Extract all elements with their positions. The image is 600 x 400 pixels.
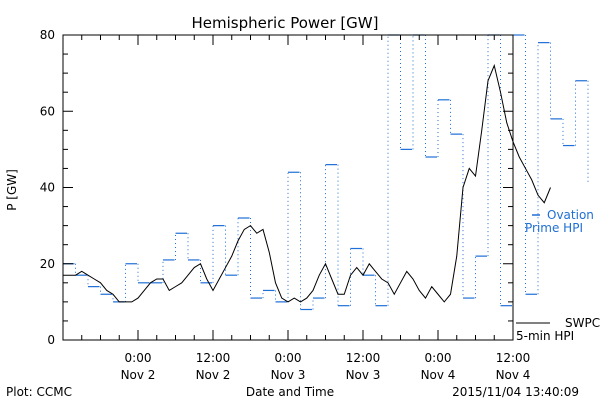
x-tick-time-label: 0:00: [425, 351, 452, 365]
y-tick-label: 0: [47, 333, 55, 347]
x-tick-date-label: Nov 2: [196, 368, 231, 382]
ovation-vertical-dots: [75, 35, 589, 310]
legend-swpc: SWPC 5-min HPI: [516, 316, 600, 343]
x-tick-date-label: Nov 4: [421, 368, 456, 382]
legend-swpc-label-line2: 5-min HPI: [516, 329, 574, 343]
x-tick-date-label: Nov 3: [346, 368, 381, 382]
swpc-line: [63, 63, 551, 303]
x-tick-time-label: 0:00: [275, 351, 302, 365]
x-tick-time-label: 12:00: [196, 351, 231, 365]
y-tick-label: 60: [40, 104, 55, 118]
x-axis-ticks: 0:00 Nov 2 12:00 Nov 2 0:00 Nov 3 12:00 Nov 3 0:…: [81, 35, 531, 382]
legend-ovation-label-line1: Ovation: [547, 208, 594, 222]
plot-credit: Plot: CCMC: [6, 385, 72, 399]
x-tick-date-label: Nov 3: [271, 368, 306, 382]
swpc-hpi-series: [63, 63, 551, 303]
y-axis-ticks: 0 20 40 60 80: [40, 28, 513, 347]
y-tick-label: 80: [40, 28, 55, 42]
x-tick-time-label: 12:00: [346, 351, 381, 365]
y-tick-label: 20: [40, 257, 55, 271]
x-axis-label: Date and Time: [246, 385, 334, 399]
legend-ovation-label-line2: Prime HPI: [525, 221, 583, 235]
legend-ovation: Ovation Prime HPI: [525, 208, 594, 235]
x-tick-date-label: Nov 2: [121, 368, 156, 382]
plot-timestamp: 2015/11/04 13:40:09: [452, 385, 579, 399]
chart-title: Hemispheric Power [GW]: [192, 14, 379, 32]
x-tick-time-label: 0:00: [125, 351, 152, 365]
y-axis-label: P [GW]: [5, 169, 19, 211]
x-tick-time-label: 12:00: [496, 351, 531, 365]
y-tick-label: 40: [40, 181, 55, 195]
x-tick-date-label: Nov 4: [496, 368, 531, 382]
legend-swpc-label-line1: SWPC: [565, 316, 600, 330]
